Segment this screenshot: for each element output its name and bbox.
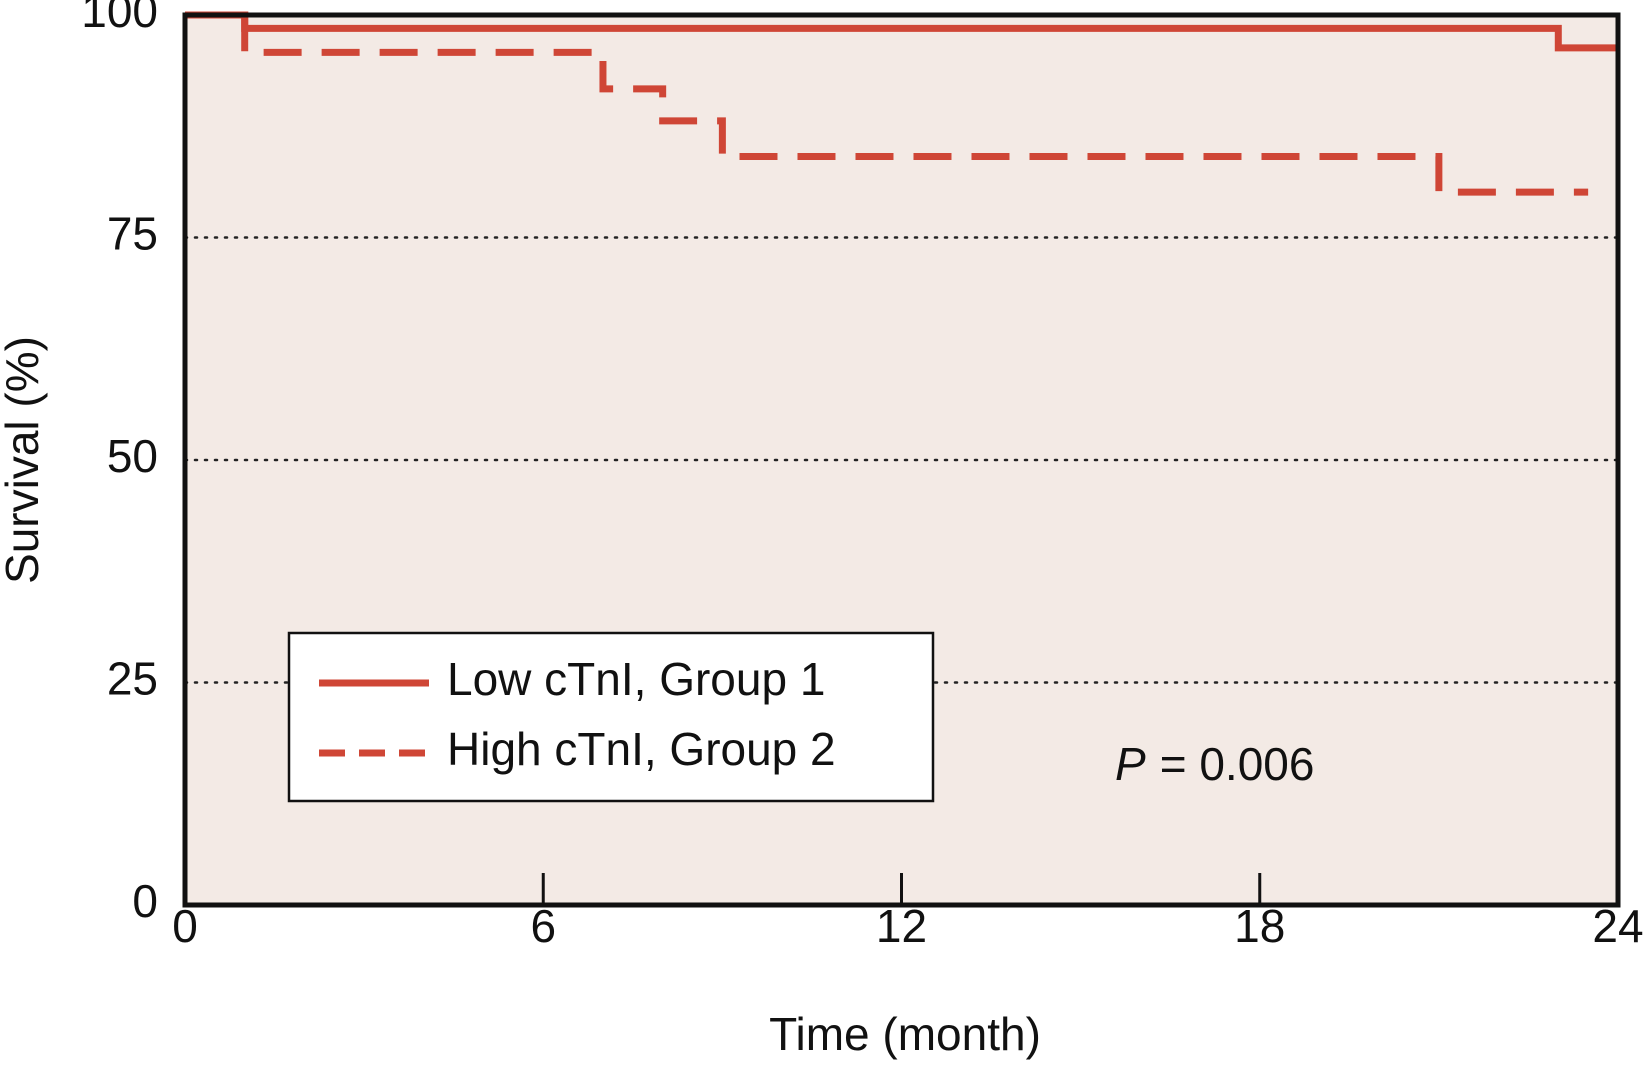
x-tick-label: 6 <box>530 900 556 952</box>
legend-label: High cTnI, Group 2 <box>447 723 836 775</box>
y-axis-label: Survival (%) <box>0 336 48 584</box>
plot-frame <box>182 12 1621 908</box>
x-axis-label: Time (month) <box>769 1008 1041 1060</box>
p-value: = 0.006 <box>1160 738 1315 790</box>
legend-label: Low cTnI, Group 1 <box>447 653 825 705</box>
y-tick-label: 75 <box>107 208 158 260</box>
x-tick-label: 12 <box>876 900 927 952</box>
y-tick-label: 50 <box>107 430 158 482</box>
x-tick-label: 24 <box>1592 900 1643 952</box>
legend-box <box>287 631 935 803</box>
p-value-annotation: P = 0.006 <box>1115 738 1314 790</box>
x-tick-label: 0 <box>172 900 198 952</box>
legend: Low cTnI, Group 1 High cTnI, Group 2 <box>287 631 935 803</box>
p-symbol: P <box>1115 738 1146 790</box>
x-tick-label: 18 <box>1234 900 1285 952</box>
survival-line <box>185 11 1589 196</box>
y-tick-label: 25 <box>107 653 158 705</box>
y-tick-label: 100 <box>81 0 158 37</box>
y-tick-label: 0 <box>132 875 158 927</box>
